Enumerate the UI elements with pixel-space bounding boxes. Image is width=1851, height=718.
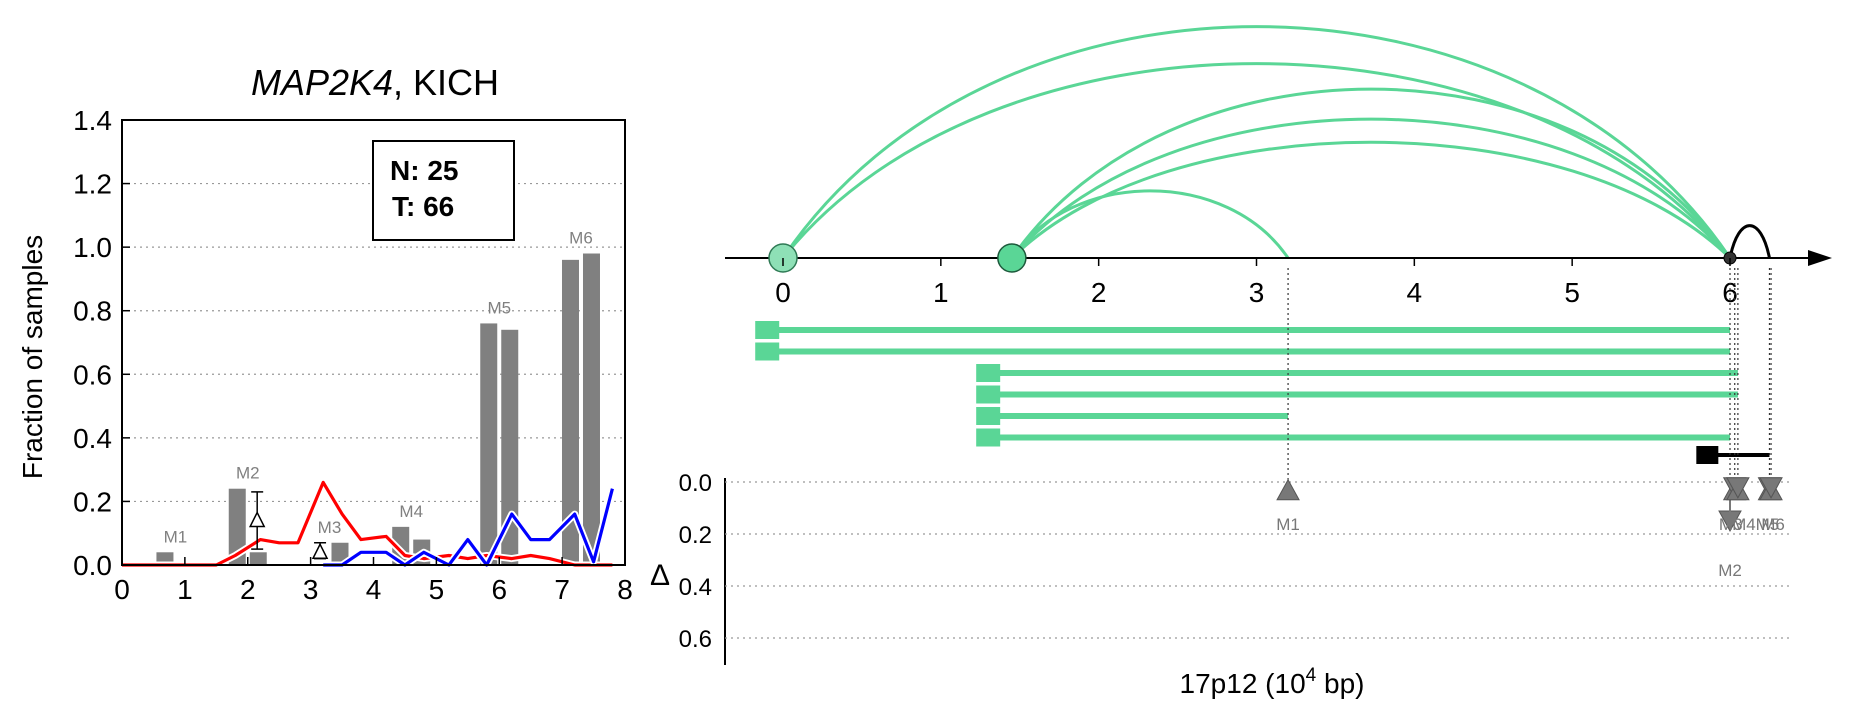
bar-chart-panel: MAP2K4, KICH Fraction of samples M1M2M3M… bbox=[17, 62, 633, 605]
junction-arc bbox=[781, 25, 1732, 259]
module-label: M4 bbox=[1732, 515, 1756, 534]
title-gene: MAP2K4 bbox=[251, 62, 393, 103]
junction-arc bbox=[1728, 224, 1771, 259]
delta-triangle-icon bbox=[311, 542, 329, 560]
delta-tick-label: 0.6 bbox=[679, 626, 712, 653]
junction-arc bbox=[1010, 140, 1732, 260]
xlabel-tail: bp) bbox=[1316, 668, 1364, 699]
delta-markers bbox=[248, 491, 329, 560]
series-lines bbox=[122, 478, 616, 569]
genomic-tick-label: 5 bbox=[1564, 277, 1580, 308]
delta-triangle-icon bbox=[248, 510, 266, 528]
y-ticks: 0.0 0.2 0.4 0.6 0.8 1.0 1.2 1.4 bbox=[73, 105, 130, 581]
legend-normal-count: N: 25 bbox=[390, 155, 458, 186]
bar-m5-2 bbox=[501, 329, 519, 565]
xlabel-exponent: 4 bbox=[1306, 665, 1317, 686]
genomic-tick-label: 4 bbox=[1407, 277, 1423, 308]
x-tick-label: 7 bbox=[554, 574, 570, 605]
y-tick-label: 0.2 bbox=[73, 486, 112, 517]
bar-group-labels: M1 M2 M3 M4 M5 M6 bbox=[164, 229, 593, 547]
delta-tick-label: 0.2 bbox=[679, 522, 712, 549]
bar-m6-1 bbox=[561, 259, 579, 565]
y-tick-label: 1.0 bbox=[73, 232, 112, 263]
x-tick-label: 8 bbox=[617, 574, 633, 605]
y-tick-label: 0.6 bbox=[73, 359, 112, 390]
axis-arrow-icon bbox=[1808, 250, 1832, 266]
genomic-tick-label: 2 bbox=[1091, 277, 1107, 308]
delta-tick-label: 0.4 bbox=[679, 574, 712, 601]
y-tick-label: 1.2 bbox=[73, 169, 112, 200]
x-tick-label: 1 bbox=[177, 574, 193, 605]
legend-box: N: 25 T: 66 bbox=[372, 140, 515, 241]
genomic-tick-label: 6 bbox=[1722, 277, 1738, 308]
module-guides bbox=[1287, 268, 1772, 482]
delta-axis-label: Δ bbox=[650, 559, 670, 592]
bar-chart-title: MAP2K4, KICH bbox=[251, 62, 499, 103]
bar-group-label: M5 bbox=[487, 298, 511, 317]
bars bbox=[156, 253, 600, 565]
bar-group-label: M6 bbox=[569, 229, 593, 248]
module-label: M3 bbox=[1719, 515, 1743, 534]
bar-group-label: M3 bbox=[318, 518, 342, 537]
junction-arc bbox=[1010, 189, 1290, 259]
genomic-x-label: 17p12 (104 bp) bbox=[1180, 665, 1365, 699]
delta-gridlines: 0.0 0.2 0.4 0.6 bbox=[679, 470, 1790, 653]
transcripts bbox=[755, 321, 1770, 464]
y-tick-label: 0.0 bbox=[73, 550, 112, 581]
bar-m2-1 bbox=[228, 488, 246, 565]
x-tick-label: 0 bbox=[114, 574, 130, 605]
y-tick-label: 0.8 bbox=[73, 296, 112, 327]
bar-m2-2 bbox=[249, 552, 267, 565]
module-label: M1 bbox=[1276, 515, 1300, 534]
splice-site-circle bbox=[997, 243, 1027, 273]
genomic-tick-label: 0 bbox=[775, 277, 791, 308]
module-label: M6 bbox=[1761, 515, 1785, 534]
y-axis-label: Fraction of samples bbox=[17, 235, 48, 479]
genomic-tick-label: 1 bbox=[933, 277, 949, 308]
junction-arc bbox=[781, 62, 1732, 259]
y-tick-label: 0.4 bbox=[73, 423, 112, 454]
x-tick-label: 6 bbox=[491, 574, 507, 605]
legend-tumor-count: T: 66 bbox=[392, 191, 454, 222]
legend-frame bbox=[372, 140, 515, 241]
bar-m6-2 bbox=[582, 253, 600, 565]
module-triangle-down-icon bbox=[1759, 477, 1783, 499]
delta-tick-label: 0.0 bbox=[679, 470, 712, 497]
series-line-t bbox=[122, 480, 613, 567]
module-triangle-up-icon bbox=[1276, 478, 1300, 501]
x-tick-label: 2 bbox=[240, 574, 256, 605]
x-tick-label: 3 bbox=[303, 574, 319, 605]
bar-group-label: M4 bbox=[399, 502, 423, 521]
bar-m5-1 bbox=[480, 323, 498, 565]
bar-group-label: M2 bbox=[236, 464, 260, 483]
module-label: M2 bbox=[1718, 561, 1742, 580]
genomic-tick-label: 3 bbox=[1249, 277, 1265, 308]
title-rest: , KICH bbox=[393, 62, 499, 103]
junction-arc bbox=[1010, 117, 1732, 259]
module-label: M5 bbox=[1756, 515, 1780, 534]
series-line-n bbox=[323, 488, 614, 567]
bar-group-label: M1 bbox=[164, 527, 188, 546]
xlabel-main: 17p12 (10 bbox=[1180, 668, 1306, 699]
genomic-x-ticks: 0 1 2 3 4 5 6 bbox=[775, 258, 1738, 308]
x-ticks: 0 1 2 3 4 5 6 7 8 bbox=[114, 557, 633, 605]
x-tick-label: 4 bbox=[366, 574, 382, 605]
x-tick-label: 5 bbox=[429, 574, 445, 605]
junction-arcs bbox=[781, 25, 1771, 260]
junction-arc bbox=[1010, 87, 1732, 259]
y-tick-label: 1.4 bbox=[73, 105, 112, 136]
module-triangle-down-icon bbox=[1726, 477, 1750, 499]
